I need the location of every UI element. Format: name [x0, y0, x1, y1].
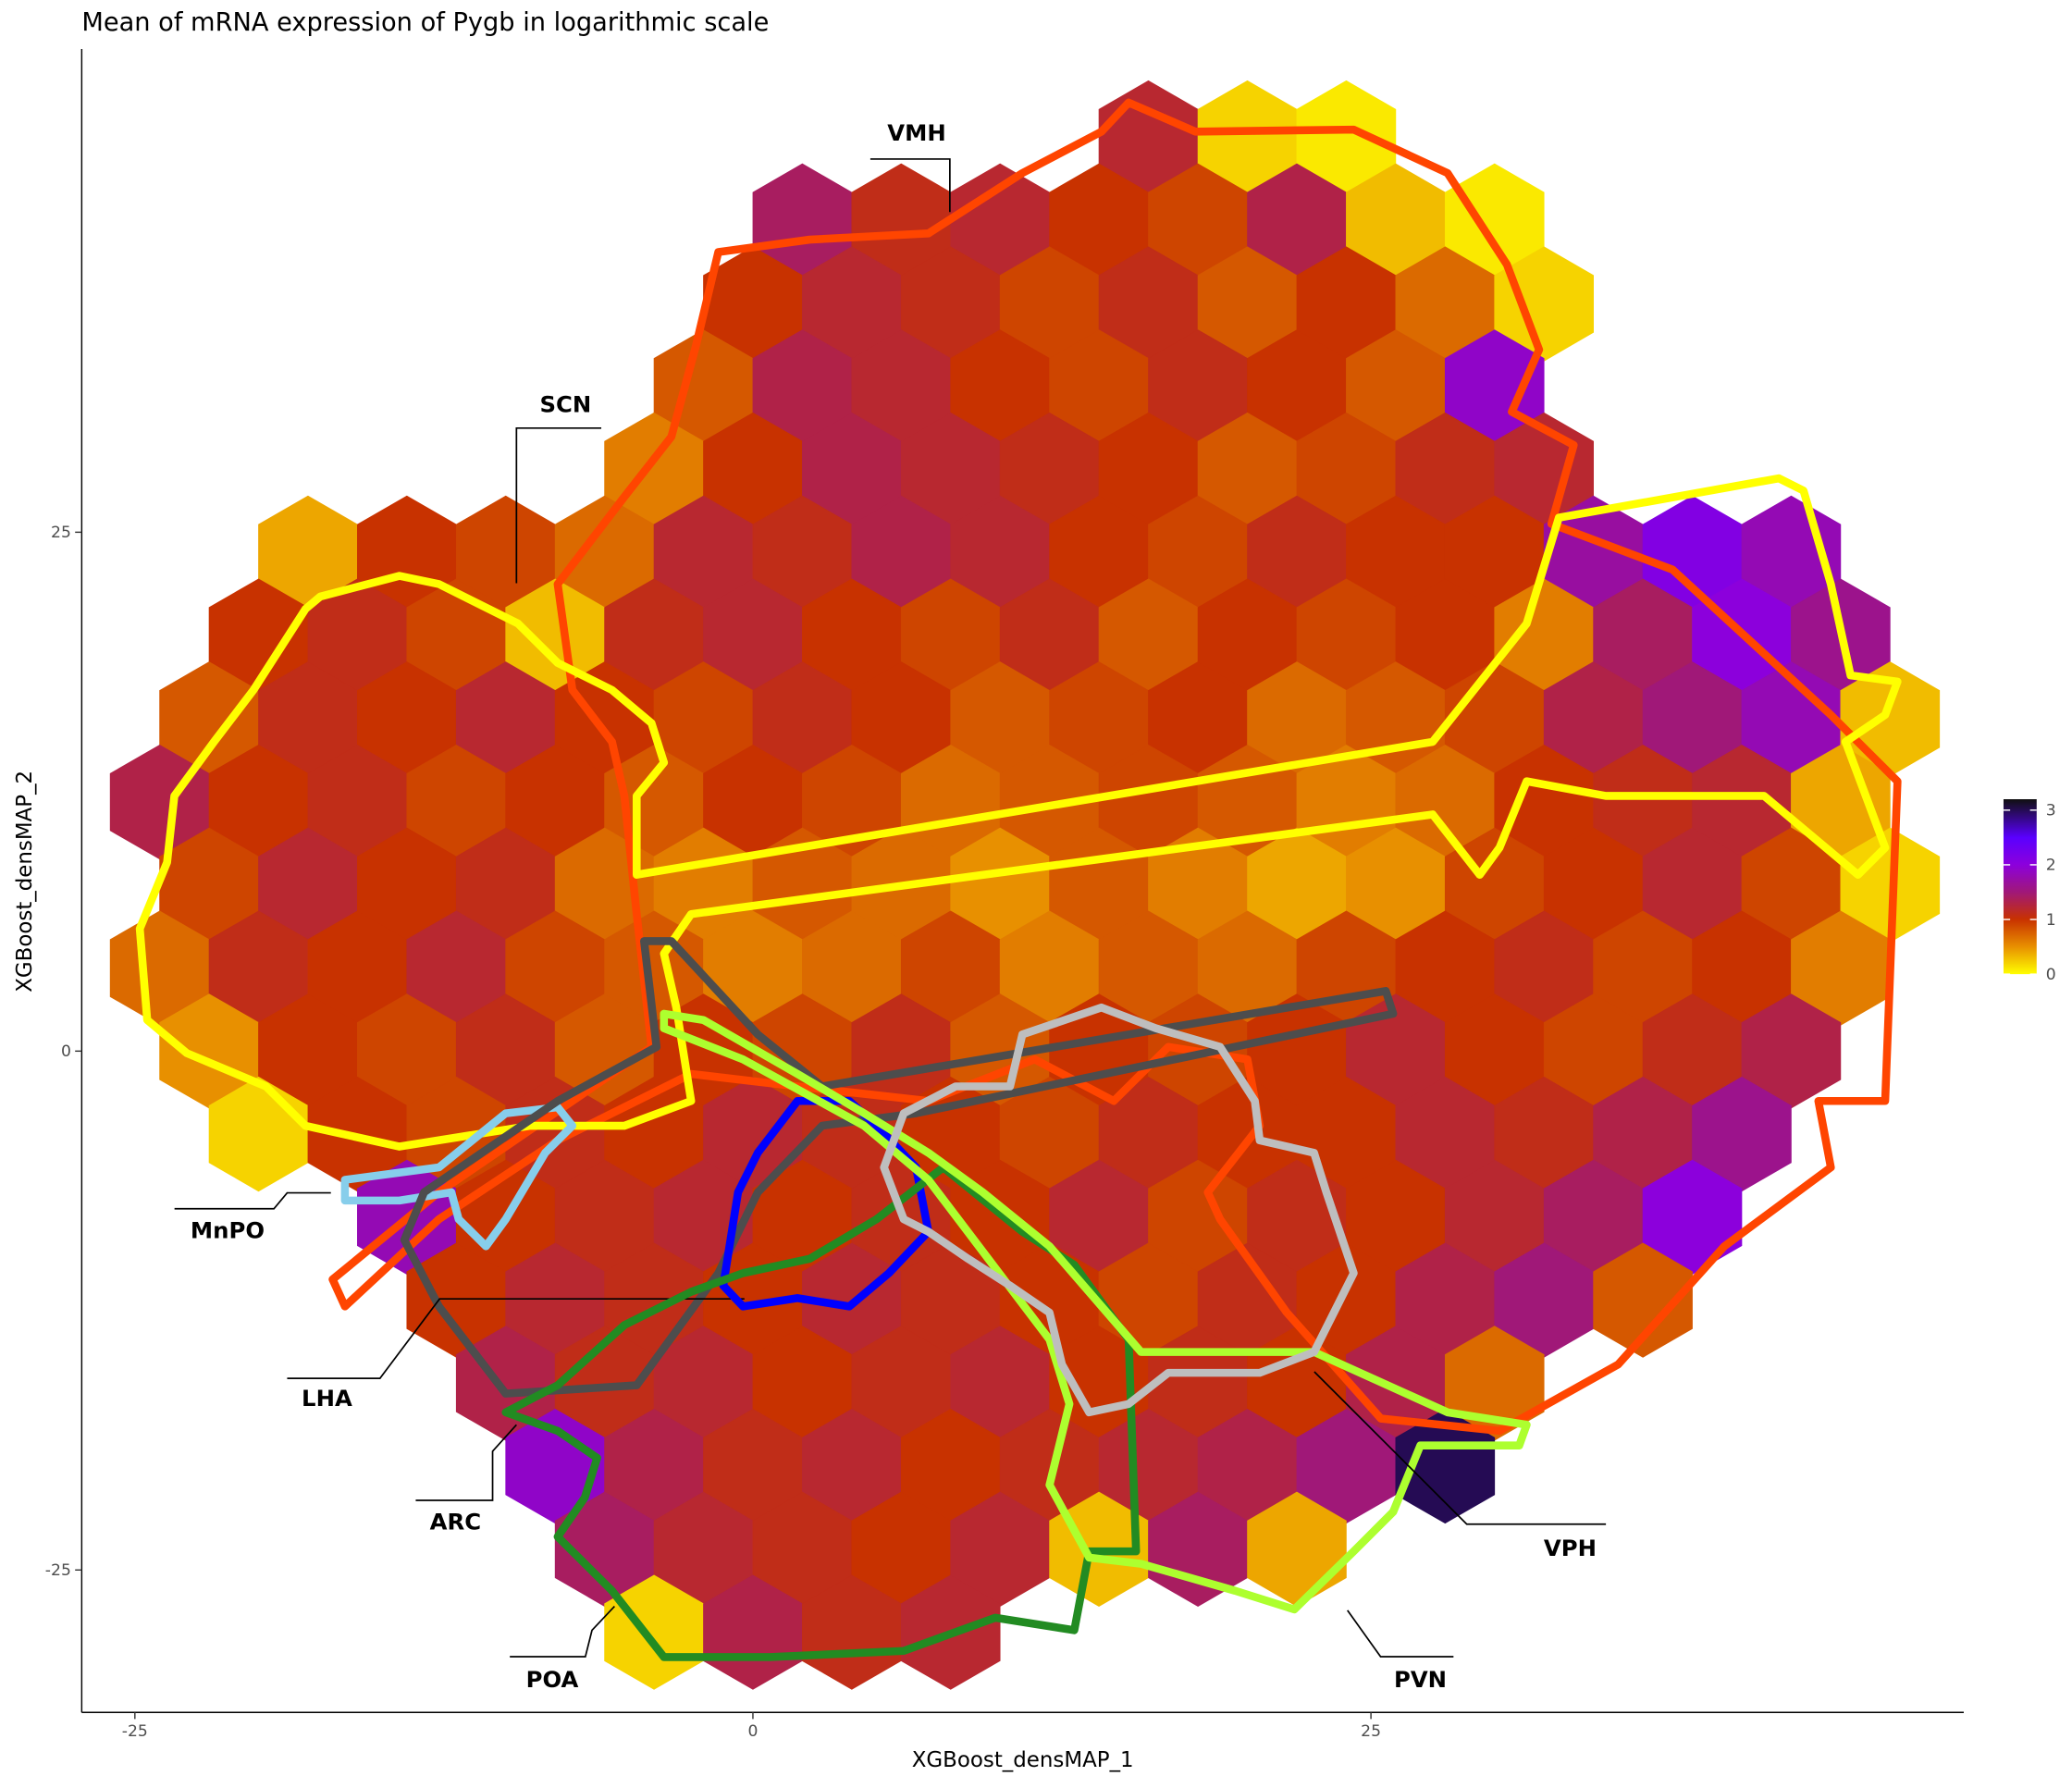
hexbin-layer — [109, 80, 1941, 1690]
leader-line — [510, 1606, 615, 1658]
colorbar-tick-label: 3 — [2046, 802, 2056, 820]
chart-title: Mean of mRNA expression of Pygb in logar… — [81, 8, 769, 37]
region-label: POA — [526, 1666, 579, 1693]
leader-line — [515, 426, 602, 584]
leader-line — [1347, 1610, 1454, 1658]
x-tick-label: -25 — [122, 1722, 148, 1741]
region-label: PVN — [1394, 1666, 1447, 1693]
colorbar-tick-label: 2 — [2046, 857, 2056, 875]
y-tick-label: 25 — [51, 524, 71, 542]
x-tick-label: 0 — [747, 1722, 758, 1741]
colorbar-tick-label: 0 — [2046, 966, 2056, 984]
x-tick-label: 25 — [1361, 1722, 1381, 1741]
region-label: MnPO — [191, 1216, 265, 1243]
region-label: ARC — [430, 1508, 481, 1535]
region-outline — [660, 1009, 1531, 1614]
leader-line — [870, 158, 951, 213]
region-layer: VMH SCN MnPO LHA ARC POA PVN VPH — [135, 98, 1902, 1693]
colorbar-bar — [2003, 799, 2037, 975]
y-tick-label: 0 — [61, 1042, 71, 1061]
leader-line — [174, 1191, 331, 1210]
colorbar: 0 1 2 3 — [2003, 799, 2056, 984]
region-outline — [340, 1103, 577, 1251]
colorbar-tick-label: 1 — [2046, 911, 2056, 930]
region-outline — [501, 1163, 1141, 1661]
region-label: VMH — [887, 119, 945, 146]
region-label: SCN — [539, 391, 591, 418]
axes: -25 0 25 -25 0 25 — [45, 49, 1964, 1741]
region-outline — [328, 98, 1902, 1436]
y-axis-label: XGBoost_densMAP_2 — [13, 771, 37, 993]
hexbin-cell — [1395, 1408, 1496, 1524]
hexbin-cell — [1593, 1242, 1693, 1358]
y-tick-label: -25 — [45, 1561, 71, 1580]
region-label: LHA — [302, 1385, 352, 1412]
region-outline — [880, 1003, 1358, 1417]
region-outline — [135, 474, 1902, 1151]
leader-line — [415, 1424, 517, 1501]
leader-line — [1314, 1371, 1607, 1525]
x-axis-label: XGBoost_densMAP_1 — [912, 1748, 1134, 1772]
leader-line — [287, 1298, 745, 1380]
region-label: VPH — [1544, 1535, 1597, 1561]
